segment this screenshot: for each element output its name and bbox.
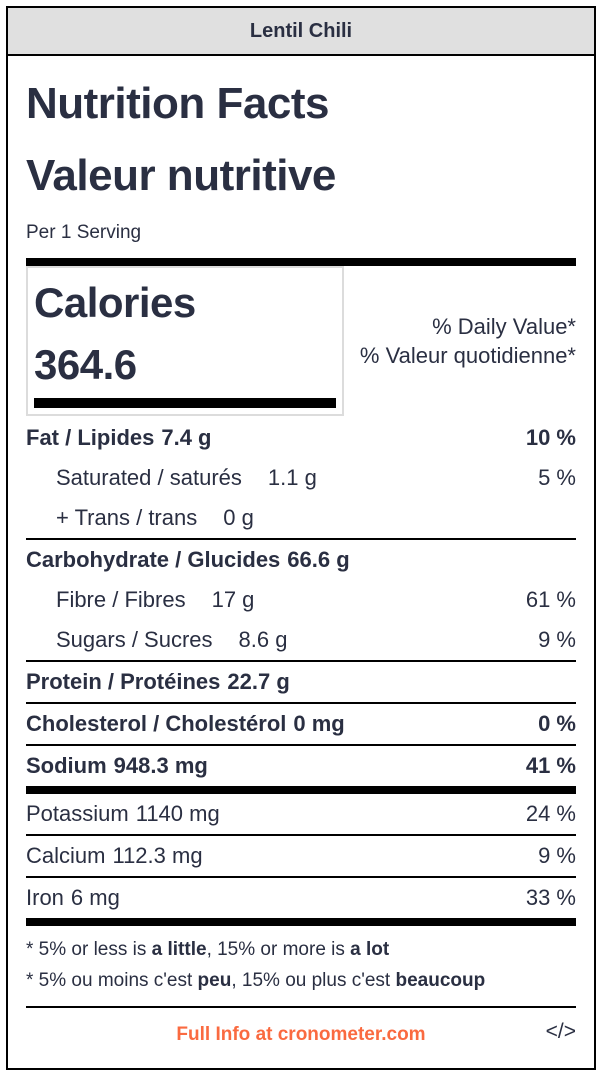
nutrient-amount: 6 mg	[70, 885, 120, 910]
footnote-segment: a lot	[350, 939, 390, 960]
nutrient-name-amount: Sugars / Sucres 8.6 g	[56, 626, 287, 654]
nutrient-amount: 1.1 g	[267, 465, 317, 490]
thin-rule	[26, 876, 576, 878]
footnote-segment: a little	[151, 939, 207, 960]
thin-rule	[26, 538, 576, 540]
nutrient-label: Cholesterol / Cholestérol	[26, 711, 287, 736]
nutrient-label: Iron	[26, 885, 64, 910]
nutrition-label-card: Lentil Chili Nutrition Facts Valeur nutr…	[6, 6, 596, 1070]
daily-value-percent: 0 %	[538, 711, 576, 736]
daily-value-percent: 61 %	[525, 587, 576, 612]
footnotes: * 5% or less is a little, 15% or more is…	[26, 926, 576, 1006]
nutrient-rows: Fat / Lipides 7.4 g 10 % Saturated / saturé…	[26, 418, 576, 926]
calories-thick-rule	[34, 398, 336, 408]
nutrient-row: Sugars / Sucres 8.6 g 9 %	[26, 620, 576, 660]
nutrient-name-amount: + Trans / trans 0 g	[56, 504, 254, 532]
footnote-segment: beaucoup	[395, 970, 486, 991]
footnote-segment: , 15% ou plus c'est	[231, 970, 396, 991]
nutrient-amount: 22.7 g	[227, 669, 290, 694]
recipe-title-bar: Lentil Chili	[8, 8, 594, 56]
nutrient-label: Carbohydrate / Glucides	[26, 547, 281, 572]
nutrient-label: Protein / Protéines	[26, 669, 221, 694]
nutrient-amount: 948.3 mg	[113, 753, 208, 778]
calories-section: Calories 364.6 % Daily Value* % Valeur q…	[26, 266, 576, 416]
daily-value-percent: 41 %	[525, 753, 576, 778]
nutrient-amount: 17 g	[211, 587, 255, 612]
thin-rule	[26, 660, 576, 662]
thick-rule	[26, 786, 576, 794]
nutrient-label: Calcium	[26, 843, 106, 868]
daily-value-header: % Daily Value* % Valeur quotidienne*	[344, 266, 576, 416]
nutrient-row: Sodium 948.3 mg 41 %	[26, 746, 576, 786]
nutrient-row: Fibre / Fibres 17 g 61 %	[26, 580, 576, 620]
nutrient-label: Saturated / saturés	[56, 465, 242, 490]
nutrient-amount: 1140 mg	[135, 801, 220, 826]
nutrient-label: Potassium	[26, 801, 129, 826]
nutrient-name-amount: Saturated / saturés 1.1 g	[56, 464, 317, 492]
nutrient-amount: 0 mg	[293, 711, 345, 736]
footnote-segment: * 5% ou moins c'est	[26, 970, 198, 991]
nutrient-row: Protein / Protéines 22.7 g	[26, 662, 576, 702]
footnote-segment: , 15% or more is	[206, 939, 351, 960]
nutrition-facts-title-en: Nutrition Facts	[26, 79, 329, 128]
footnote-segment: peu	[197, 970, 232, 991]
nutrient-name-amount: Fat / Lipides 7.4 g	[26, 424, 212, 452]
nutrition-facts-title-fr: Valeur nutritive	[26, 151, 336, 200]
thick-rule	[26, 918, 576, 926]
footnote-segment: * 5% or less is	[26, 939, 152, 960]
thin-rule	[26, 702, 576, 704]
nutrient-name-amount: Carbohydrate / Glucides 66.6 g	[26, 546, 350, 574]
nutrient-label: Fat / Lipides	[26, 425, 155, 450]
daily-value-percent: 9 %	[538, 627, 576, 652]
calories-value: 364.6	[34, 341, 137, 388]
daily-value-percent: 33 %	[525, 885, 576, 910]
nutrient-amount: 66.6 g	[287, 547, 350, 572]
top-thick-rule	[26, 258, 576, 266]
nutrient-amount: 8.6 g	[238, 627, 288, 652]
nutrient-amount: 112.3 mg	[112, 843, 203, 868]
nutrient-row: Potassium 1140 mg 24 %	[26, 794, 576, 834]
nutrient-row: Cholesterol / Cholestérol 0 mg 0 %	[26, 704, 576, 744]
nutrient-row: Calcium 112.3 mg 9 %	[26, 836, 576, 876]
thin-rule	[26, 744, 576, 746]
label-content: Nutrition Facts Valeur nutritive Per 1 S…	[8, 56, 594, 1068]
daily-value-percent: 24 %	[525, 801, 576, 826]
nutrient-name-amount: Protein / Protéines 22.7 g	[26, 668, 290, 696]
thin-rule	[26, 834, 576, 836]
nutrient-name-amount: Potassium 1140 mg	[26, 800, 220, 828]
nutrient-label: Sodium	[26, 753, 107, 778]
calories-label: Calories	[34, 279, 196, 326]
daily-value-header-en: % Daily Value*	[432, 314, 576, 339]
nutrient-row: Saturated / saturés 1.1 g 5 %	[26, 458, 576, 498]
serving-size-text: Per 1 Serving	[26, 222, 142, 243]
daily-value-percent: 10 %	[525, 425, 576, 450]
nutrient-row: Carbohydrate / Glucides 66.6 g	[26, 540, 576, 580]
nutrient-name-amount: Fibre / Fibres 17 g	[56, 586, 254, 614]
daily-value-percent: 5 %	[538, 465, 576, 490]
footnote-line: * 5% ou moins c'est peu, 15% ou plus c'e…	[26, 965, 576, 996]
nutrient-row: + Trans / trans 0 g	[26, 498, 576, 538]
recipe-title: Lentil Chili	[249, 20, 353, 42]
nutrient-name-amount: Calcium 112.3 mg	[26, 842, 203, 870]
calories-box: Calories 364.6	[26, 266, 344, 416]
nutrient-label: Sugars / Sucres	[56, 627, 213, 652]
cronometer-link[interactable]: Full Info at cronometer.com	[176, 1024, 426, 1045]
nutrient-row: Iron 6 mg 33 %	[26, 878, 576, 918]
nutrient-amount: 7.4 g	[161, 425, 212, 450]
embed-code-icon[interactable]: </>	[545, 1020, 576, 1043]
nutrient-amount: 0 g	[223, 505, 254, 530]
footnote-line: * 5% or less is a little, 15% or more is…	[26, 934, 576, 965]
daily-value-header-fr: % Valeur quotidienne*	[359, 343, 576, 368]
nutrient-label: Fibre / Fibres	[56, 587, 186, 612]
nutrient-label: + Trans / trans	[56, 505, 198, 530]
nutrient-name-amount: Iron 6 mg	[26, 884, 120, 912]
footer: Full Info at cronometer.com </>	[26, 1006, 576, 1068]
daily-value-percent: 9 %	[538, 843, 576, 868]
nutrient-row: Fat / Lipides 7.4 g 10 %	[26, 418, 576, 458]
nutrient-name-amount: Cholesterol / Cholestérol 0 mg	[26, 710, 345, 738]
nutrient-name-amount: Sodium 948.3 mg	[26, 752, 208, 780]
